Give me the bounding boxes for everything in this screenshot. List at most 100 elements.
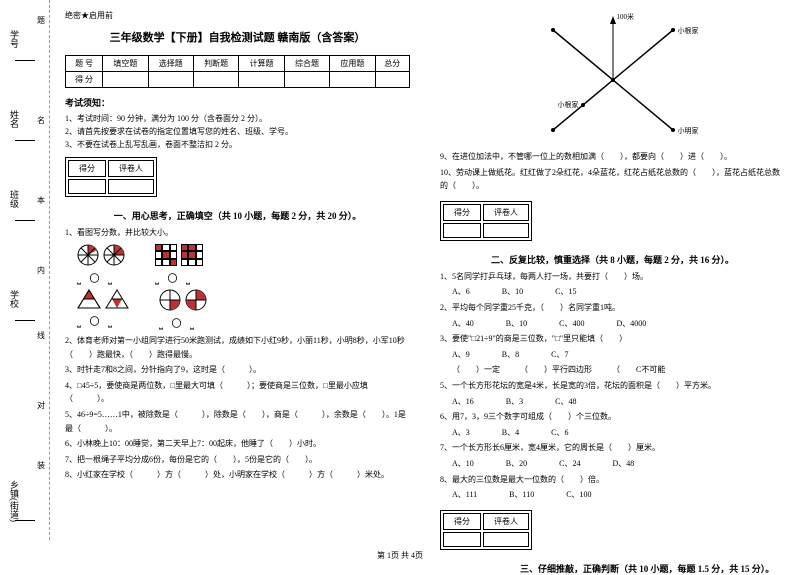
s2q7: 7、一个长方形长6厘米，宽4厘米，它的周长是（ ）厘米。 (440, 441, 785, 455)
s2q3-sub: （ ）一定 （ ）平行四边形 （ C不可能 (440, 363, 785, 377)
notice-item: 1、考试时间：90 分钟，满分为 100 分（含卷面分 2 分）。 (65, 113, 410, 126)
th: 计算题 (239, 56, 284, 72)
triangle-fraction-icon (105, 289, 129, 309)
circle-group: ⎵ 〇 ⎵ (77, 244, 125, 285)
fraction-shapes-row1: ⎵ 〇 ⎵ ⎵ 〇 ⎵ (77, 244, 410, 285)
section2-title: 二、反复比较，慎重选择（共 8 小题，每题 2 分，共 16 分）。 (440, 253, 785, 266)
compare-blank: ⎵ 〇 ⎵ (159, 315, 197, 330)
notice-item: 3、不要在试卷上乱写乱画，卷面不整洁扣 2 分。 (65, 139, 410, 152)
content-area: 绝密★启用前 三年级数学【下册】自我检测试题 赣南版（含答案） 题 号 填空题 … (50, 0, 800, 540)
th: 总分 (375, 56, 409, 72)
confidential-note: 绝密★启用前 (65, 10, 410, 21)
side-label-name: 姓名 (8, 110, 21, 128)
s2q8-opts: A、111 B、110 C、100 (440, 488, 785, 502)
compass-n-label: 100米 (617, 12, 635, 22)
q10: 10、劳动课上做纸花。红红做了2朵红花，4朵蓝花，红花占纸花总数的（ ），蓝花占… (440, 166, 785, 193)
sb-blank (443, 223, 481, 238)
page-footer: 第 1页 共 4页 (0, 550, 800, 561)
marker: 题 (37, 15, 45, 26)
sb-c1: 得分 (443, 513, 481, 530)
side-label-town: 乡镇(街道) (8, 480, 21, 522)
circle-fraction-icon (77, 244, 99, 266)
circle-fraction-icon (159, 289, 181, 311)
td (193, 72, 238, 88)
side-line (15, 320, 35, 321)
notice-item: 2、请首先按要求在试卷的指定位置填写您的姓名、班级、学号。 (65, 126, 410, 139)
th: 选择题 (148, 56, 193, 72)
s2q7-opts: A、10 B、20 C、24 D、48 (440, 457, 785, 471)
s2q5-opts: A、16 B、3 C、48 (440, 395, 785, 409)
th: 综合题 (284, 56, 329, 72)
score-summary-table: 题 号 填空题 选择题 判断题 计算题 综合题 应用题 总分 得 分 (65, 55, 410, 88)
sb-c1: 得分 (443, 204, 481, 221)
compass-w-label: 小根家 (558, 100, 579, 110)
s2q6: 6、用7，3，9三个数字可组成（ ）个三位数。 (440, 410, 785, 424)
s2q2: 2、平均每个同学重25千克，（ ）名同学重1吨。 (440, 301, 785, 315)
s2q3-opts: A、9 B、8 C、7 (440, 348, 785, 362)
q2: 2、体育老师对第一小组同学进行50米跑测试，成绩如下小红9秒，小丽11秒，小明8… (65, 334, 410, 361)
th: 填空题 (103, 56, 148, 72)
marker: 装 (37, 460, 45, 471)
marker: 名 (37, 115, 45, 126)
q5: 5、46÷9=5……1中，被除数是（ ），除数是（ ），商是（ ），余数是（ ）… (65, 408, 410, 435)
s2q1-opts: A、6 B、10 C、15 (440, 285, 785, 299)
side-label-class: 班级 (8, 190, 21, 208)
th: 题 号 (66, 56, 103, 72)
q4: 4、□45÷5，要使商是两位数，□里最大可填（ ）；要使商是三位数，□里最小应填… (65, 379, 410, 406)
grid-fraction-icon (181, 244, 203, 266)
th: 判断题 (193, 56, 238, 72)
grader-box: 得分评卷人 (65, 157, 157, 197)
q3: 3、时针走7和8之间，分针指向了9，这时是（ ）。 (65, 363, 410, 377)
grid-group: ⎵ 〇 ⎵ (155, 244, 203, 285)
compare-blank: ⎵ 〇 ⎵ (155, 270, 193, 285)
side-line (15, 520, 35, 521)
td: 得 分 (66, 72, 103, 88)
triangle-group: ⎵ 〇 ⎵ (77, 289, 129, 330)
circle-fraction-icon (185, 289, 207, 311)
circle-group2: ⎵ 〇 ⎵ (159, 289, 207, 330)
s2q8: 8、最大的三位数是最大一位数的（ ）倍。 (440, 473, 785, 487)
s2q5: 5、一个长方形花坛的宽是4米，长是宽的3倍，花坛的面积是（ ）平方米。 (440, 379, 785, 393)
left-column: 绝密★启用前 三年级数学【下册】自我检测试题 赣南版（含答案） 题 号 填空题 … (50, 0, 425, 540)
grid-fraction-icon (155, 244, 177, 266)
sb-blank (483, 223, 529, 238)
td (148, 72, 193, 88)
td (239, 72, 284, 88)
s2q2-opts: A、40 B、10 C、400 D、4000 (440, 317, 785, 331)
compare-blank: ⎵ 〇 ⎵ (77, 313, 115, 328)
compass-diagram: 100米 小根家 小明家 小根家 (513, 10, 713, 150)
compass-ne-label: 小根家 (678, 26, 699, 36)
td (330, 72, 375, 88)
compass-se-label: 小明家 (678, 126, 699, 136)
section1-title: 一、用心思考，正确填空（共 10 小题，每题 2 分，共 20 分）。 (65, 209, 410, 222)
q6: 6、小林晚上10：00睡觉，第二天早上7：00起床，他睡了（ ）小时。 (65, 437, 410, 451)
marker: 线 (37, 330, 45, 341)
notice-list: 1、考试时间：90 分钟，满分为 100 分（含卷面分 2 分）。 2、请首先按… (65, 113, 410, 151)
sb-c2: 评卷人 (483, 513, 529, 530)
compare-blank: ⎵ 〇 ⎵ (77, 270, 115, 285)
circle-fraction-icon (103, 244, 125, 266)
sb-blank (483, 532, 529, 547)
td (284, 72, 329, 88)
section3-title: 三、仔细推敲，正确判断（共 10 小题，每题 1.5 分，共 15 分）。 (440, 562, 785, 575)
sb-blank (108, 179, 154, 194)
sb-c1: 得分 (68, 160, 106, 177)
td (103, 72, 148, 88)
q1: 1、看图写分数，并比较大小。 (65, 226, 410, 240)
sb-blank (68, 179, 106, 194)
fraction-shapes-row2: ⎵ 〇 ⎵ ⎵ 〇 ⎵ (77, 289, 410, 330)
th: 应用题 (330, 56, 375, 72)
grader-box: 得分评卷人 (440, 510, 532, 550)
side-line (15, 60, 35, 61)
notice-title: 考试须知： (65, 96, 410, 109)
q9: 9、在进位加法中，不管哪一位上的数相加满（ ），都要向（ ）进（ ）。 (440, 150, 785, 164)
marker: 对 (37, 400, 45, 411)
exam-title: 三年级数学【下册】自我检测试题 赣南版（含答案） (65, 29, 410, 45)
s2q6-opts: A、3 B、4 C、6 (440, 426, 785, 440)
side-label-id: 学号 (8, 30, 21, 48)
q7: 7、把一根绳子平均分成6份，每份是它的（ ），5份是它的（ ）。 (65, 453, 410, 467)
binding-sidebar: 学号 题 姓名 名 班级 本 学校 内 线 对 装 乡镇(街道) (0, 0, 50, 540)
side-line (15, 220, 35, 221)
q8: 8、小红家在学校（ ）方（ ）处，小明家在学校（ ）方（ ）米处。 (65, 468, 410, 482)
td (375, 72, 409, 88)
